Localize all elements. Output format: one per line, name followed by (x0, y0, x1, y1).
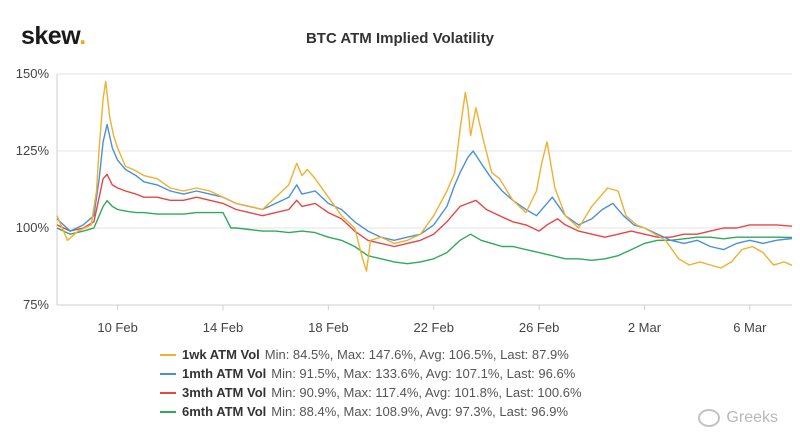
legend-label-1wk: 1wk ATM Vol (182, 347, 260, 362)
ytick-label-1: 100% (16, 220, 50, 235)
series-line-3mth (56, 173, 793, 248)
chart-title: BTC ATM Implied Volatility (305, 30, 495, 47)
chart-legend: 1wk ATM Vol Min: 84.5%, Max: 147.6%, Avg… (160, 345, 582, 421)
legend-swatch-1wk (160, 353, 176, 356)
xtick-label-4: 26 Feb (519, 320, 559, 335)
series-line-1mth (56, 123, 793, 251)
xtick-label-6: 6 Mar (733, 320, 767, 335)
watermark: Greeks (698, 409, 778, 427)
legend-item-6mth[interactable]: 6mth ATM Vol Min: 88.4%, Max: 108.9%, Av… (160, 402, 582, 421)
legend-label-3mth: 3mth ATM Vol (182, 385, 267, 400)
legend-stats-6mth: Min: 88.4%, Max: 108.9%, Avg: 97.3%, Las… (271, 404, 569, 419)
legend-stats-1wk: Min: 84.5%, Max: 147.6%, Avg: 106.5%, La… (264, 347, 569, 362)
legend-stats-3mth: Min: 90.9%, Max: 117.4%, Avg: 101.8%, La… (271, 385, 582, 400)
ytick-label-2: 125% (16, 143, 50, 158)
legend-swatch-1mth (160, 372, 176, 375)
legend-label-1mth: 1mth ATM Vol (182, 366, 267, 381)
legend-item-1mth[interactable]: 1mth ATM Vol Min: 91.5%, Max: 133.6%, Av… (160, 364, 582, 383)
series-line-6mth (56, 199, 793, 265)
legend-item-3mth[interactable]: 3mth ATM Vol Min: 90.9%, Max: 117.4%, Av… (160, 383, 582, 402)
ytick-label-0: 75% (23, 297, 49, 312)
xtick-label-5: 2 Mar (628, 320, 662, 335)
series-line-1wk (56, 80, 793, 272)
watermark-text: Greeks (726, 409, 778, 426)
legend-item-1wk[interactable]: 1wk ATM Vol Min: 84.5%, Max: 147.6%, Avg… (160, 345, 582, 364)
legend-swatch-3mth (160, 391, 176, 394)
legend-swatch-6mth (160, 410, 176, 413)
xtick-label-2: 18 Feb (308, 320, 348, 335)
xtick-label-3: 22 Feb (413, 320, 453, 335)
xtick-label-1: 14 Feb (203, 320, 243, 335)
legend-label-6mth: 6mth ATM Vol (182, 404, 267, 419)
skew-logo: skew. (21, 22, 86, 51)
logo-dot: . (79, 22, 86, 50)
logo-text: skew (21, 22, 80, 50)
legend-stats-1mth: Min: 91.5%, Max: 133.6%, Avg: 107.1%, La… (271, 366, 576, 381)
xtick-label-0: 10 Feb (97, 320, 137, 335)
ytick-label-3: 150% (16, 66, 50, 81)
wechat-icon (698, 409, 721, 427)
